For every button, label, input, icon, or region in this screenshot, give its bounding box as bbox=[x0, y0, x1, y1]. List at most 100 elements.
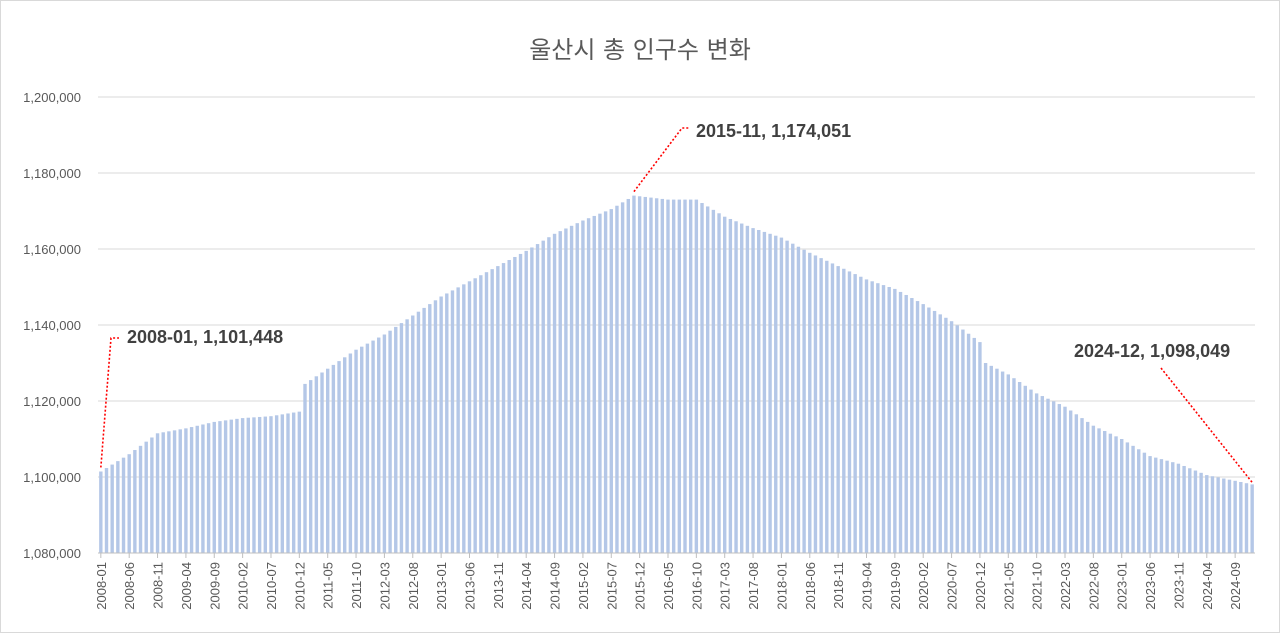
bar-2015-12 bbox=[637, 196, 642, 553]
bar-2010-10 bbox=[286, 413, 290, 553]
bar-2011-06 bbox=[331, 364, 336, 553]
x-tick-label: 2016-10 bbox=[689, 562, 704, 610]
gridlines bbox=[98, 96, 1255, 554]
x-tick-label: 2020-07 bbox=[945, 562, 960, 610]
bar-2023-09 bbox=[1165, 460, 1169, 553]
bar-2023-11 bbox=[1176, 463, 1181, 553]
bar-2016-08 bbox=[683, 199, 687, 553]
bar-2012-12 bbox=[433, 300, 438, 553]
bar-2008-12 bbox=[161, 432, 165, 553]
bar-2016-05 bbox=[666, 199, 670, 553]
bar-2011-04 bbox=[320, 372, 324, 553]
bar-2008-11 bbox=[155, 433, 160, 553]
bar-2022-03 bbox=[1063, 406, 1067, 553]
bar-2011-11 bbox=[360, 346, 364, 553]
bar-2024-02 bbox=[1193, 470, 1198, 553]
annotation-leaders bbox=[100, 127, 1253, 483]
x-tick-label: 2014-09 bbox=[548, 562, 563, 610]
bar-2012-02 bbox=[377, 337, 381, 553]
bar-2022-05 bbox=[1074, 414, 1079, 553]
x-tick-label: 2022-08 bbox=[1086, 562, 1101, 610]
bar-2018-02 bbox=[785, 240, 789, 553]
bar-2012-08 bbox=[411, 315, 415, 553]
bar-2012-07 bbox=[405, 319, 409, 553]
x-tick-label: 2008-06 bbox=[122, 562, 137, 610]
bar-2020-10 bbox=[966, 333, 971, 553]
bar-2008-01 bbox=[99, 471, 103, 553]
bar-2021-03 bbox=[995, 368, 999, 553]
bar-2018-03 bbox=[791, 243, 795, 553]
x-tick-label: 2017-08 bbox=[746, 562, 761, 610]
x-tick-label: 2022-03 bbox=[1058, 562, 1073, 610]
bar-2017-07 bbox=[745, 225, 750, 553]
bar-2024-06 bbox=[1216, 477, 1220, 553]
bar-2023-05 bbox=[1142, 452, 1147, 553]
annotation-first-month: 2008-01, 1,101,448 bbox=[127, 327, 284, 347]
bar-2016-10 bbox=[694, 199, 699, 553]
y-tick-label: 1,160,000 bbox=[23, 242, 81, 257]
bar-2023-02 bbox=[1125, 442, 1130, 553]
x-tick-label: 2015-12 bbox=[633, 562, 648, 610]
bar-2009-03 bbox=[178, 429, 182, 553]
bar-2009-02 bbox=[172, 430, 177, 553]
bar-2018-09 bbox=[825, 260, 829, 553]
bar-2016-11 bbox=[700, 203, 704, 553]
bar-2015-03 bbox=[586, 218, 591, 553]
annotation-last-month: 2024-12, 1,098,049 bbox=[1074, 341, 1231, 361]
bar-2024-01 bbox=[1188, 468, 1192, 553]
bar-2019-01 bbox=[847, 271, 852, 553]
bar-2017-02 bbox=[717, 213, 721, 553]
bar-2020-06 bbox=[944, 317, 948, 553]
bar-2013-04 bbox=[456, 287, 460, 553]
chart-title: 울산시 총 인구수 변화 bbox=[529, 36, 751, 64]
bar-2015-09 bbox=[620, 202, 625, 553]
bar-2017-08 bbox=[751, 228, 755, 553]
bar-2010-04 bbox=[252, 417, 256, 553]
bars bbox=[99, 195, 1254, 554]
bar-2010-01 bbox=[235, 418, 239, 553]
bar-2015-04 bbox=[592, 215, 596, 553]
x-tick-label: 2020-02 bbox=[916, 562, 931, 610]
y-tick-label: 1,080,000 bbox=[23, 546, 81, 561]
x-tick-label: 2023-06 bbox=[1143, 562, 1158, 610]
leader-peak bbox=[633, 127, 690, 193]
y-tick-label: 1,100,000 bbox=[23, 470, 81, 485]
bar-2014-06 bbox=[535, 244, 540, 553]
bar-2024-12 bbox=[1250, 484, 1254, 553]
bar-2010-06 bbox=[263, 416, 268, 553]
bar-2021-07 bbox=[1017, 382, 1022, 553]
x-tick-label: 2011-10 bbox=[349, 562, 364, 609]
bar-2012-11 bbox=[428, 304, 432, 553]
bar-2011-08 bbox=[343, 357, 347, 553]
x-tick-label: 2019-09 bbox=[888, 562, 903, 610]
bar-2009-01 bbox=[167, 431, 171, 553]
x-tick-label: 2011-05 bbox=[321, 562, 336, 609]
bar-2014-12 bbox=[569, 225, 574, 553]
bar-2017-09 bbox=[757, 230, 761, 553]
bar-2024-04 bbox=[1205, 475, 1209, 553]
x-tick-label: 2018-01 bbox=[774, 562, 789, 610]
bar-2024-11 bbox=[1244, 483, 1249, 553]
bar-2010-12 bbox=[297, 411, 302, 553]
x-tick-label: 2024-09 bbox=[1228, 562, 1243, 610]
bar-2021-05 bbox=[1006, 374, 1010, 553]
bar-2021-06 bbox=[1012, 378, 1016, 553]
bar-2012-10 bbox=[422, 307, 426, 553]
x-tick-label: 2021-05 bbox=[1001, 562, 1016, 610]
bar-2016-07 bbox=[677, 199, 682, 553]
bar-2020-03 bbox=[927, 307, 931, 553]
bar-2009-07 bbox=[201, 424, 205, 553]
x-tick-label: 2015-02 bbox=[576, 562, 591, 610]
bar-2014-11 bbox=[564, 228, 568, 554]
bar-2010-09 bbox=[280, 414, 285, 553]
bar-2019-06 bbox=[876, 283, 880, 553]
bar-2024-07 bbox=[1222, 478, 1226, 553]
bar-2023-04 bbox=[1137, 449, 1141, 553]
x-tick-label: 2019-04 bbox=[860, 562, 875, 610]
x-tick-label: 2008-11 bbox=[151, 562, 166, 609]
bar-2022-01 bbox=[1051, 401, 1056, 553]
bar-2012-03 bbox=[382, 334, 387, 553]
bar-2023-07 bbox=[1154, 457, 1158, 553]
bar-2016-01 bbox=[643, 196, 647, 553]
